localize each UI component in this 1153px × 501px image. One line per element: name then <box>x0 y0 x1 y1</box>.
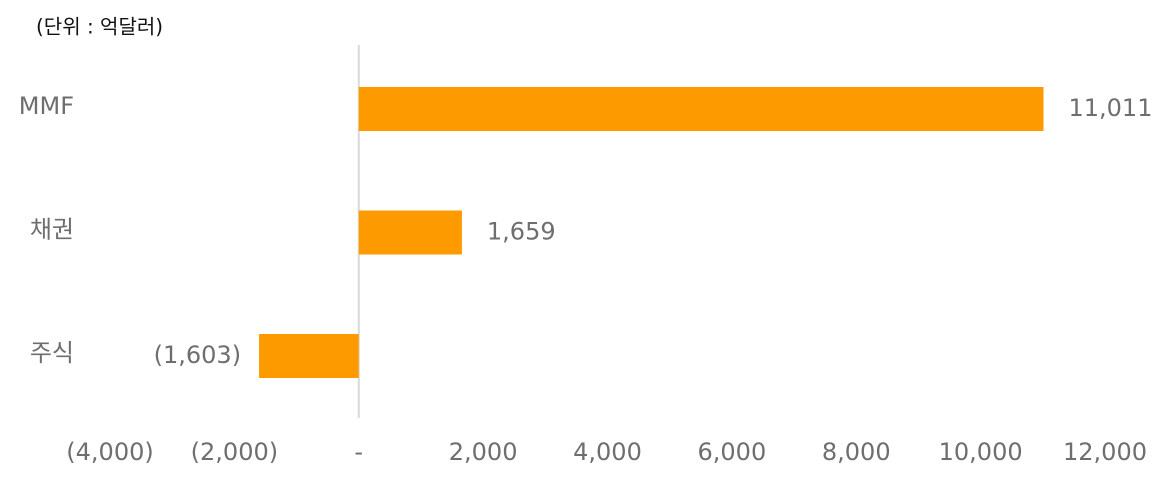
x-tick-label: 8,000 <box>822 438 891 466</box>
y-tick-label: 주식 <box>30 339 74 367</box>
x-tick-label: 10,000 <box>939 438 1023 466</box>
unit-note: (단위 : 억달러) <box>36 15 163 39</box>
x-tick-label: (4,000) <box>66 438 153 466</box>
bar <box>259 334 359 378</box>
y-tick-label: MMF <box>19 92 74 120</box>
value-label: (1,603) <box>154 341 241 369</box>
bar <box>358 87 1044 131</box>
x-tick-label: 6,000 <box>698 438 767 466</box>
bar <box>358 210 462 255</box>
value-label: 11,011 <box>1068 94 1152 122</box>
y-tick-label: 채권 <box>30 216 74 244</box>
value-label: 1,659 <box>487 218 556 246</box>
x-tick-label: 4,000 <box>573 438 642 466</box>
x-tick-label: (2,000) <box>191 438 278 466</box>
x-tick-label: 12,000 <box>1063 438 1147 466</box>
x-tick-label: - <box>354 438 363 466</box>
x-tick-label: 2,000 <box>449 438 518 466</box>
